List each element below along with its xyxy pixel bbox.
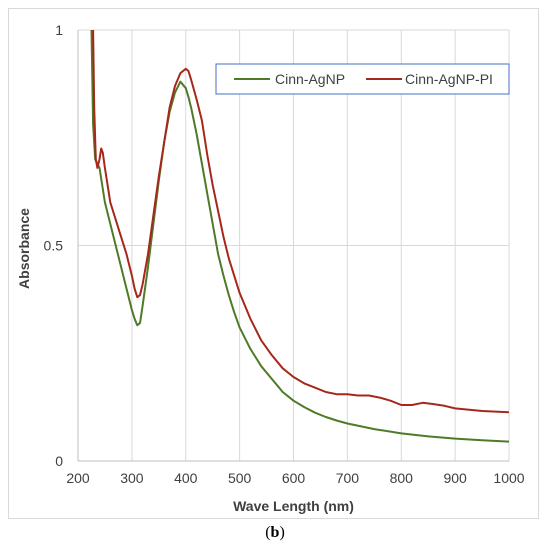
gridlines bbox=[78, 29, 510, 462]
caption-letter: b bbox=[270, 524, 280, 541]
legend-label-cinn-agnp-pi: Cinn-AgNP-PI bbox=[405, 71, 493, 87]
caption-close: ) bbox=[279, 524, 285, 541]
x-tick-label: 300 bbox=[120, 470, 144, 486]
figure-caption: (b) bbox=[0, 524, 550, 542]
y-axis-title: Absorbance bbox=[16, 208, 32, 289]
y-tick-labels: 00.51 bbox=[44, 22, 64, 469]
x-axis-title: Wave Length (nm) bbox=[233, 498, 354, 514]
x-tick-label: 800 bbox=[390, 470, 414, 486]
x-tick-label: 200 bbox=[66, 470, 90, 486]
y-tick-label: 0.5 bbox=[44, 238, 64, 254]
chart-frame bbox=[8, 8, 539, 519]
x-tick-label: 1000 bbox=[493, 470, 524, 486]
y-tick-label: 1 bbox=[55, 22, 63, 38]
y-tick-label: 0 bbox=[55, 453, 63, 469]
x-tick-label: 600 bbox=[282, 470, 306, 486]
caption-open: ( bbox=[265, 524, 271, 541]
x-tick-label: 700 bbox=[336, 470, 360, 486]
series-line-cinn-agnp bbox=[90, 29, 510, 443]
series-lines bbox=[90, 29, 510, 443]
legend: Cinn-AgNP Cinn-AgNP-PI bbox=[215, 63, 510, 95]
x-tick-label: 500 bbox=[228, 470, 252, 486]
axes bbox=[77, 30, 509, 462]
series-line-cinn-agnp-pi bbox=[92, 29, 510, 414]
x-tick-label: 900 bbox=[443, 470, 467, 486]
x-tick-labels: 200 300 400 500 600 700 800 900 1000 bbox=[66, 470, 524, 486]
x-tick-label: 400 bbox=[174, 470, 198, 486]
legend-label-cinn-agnp: Cinn-AgNP bbox=[275, 71, 345, 87]
absorbance-chart: 200 300 400 500 600 700 800 900 1000 00.51 Wave … bbox=[16, 22, 525, 514]
